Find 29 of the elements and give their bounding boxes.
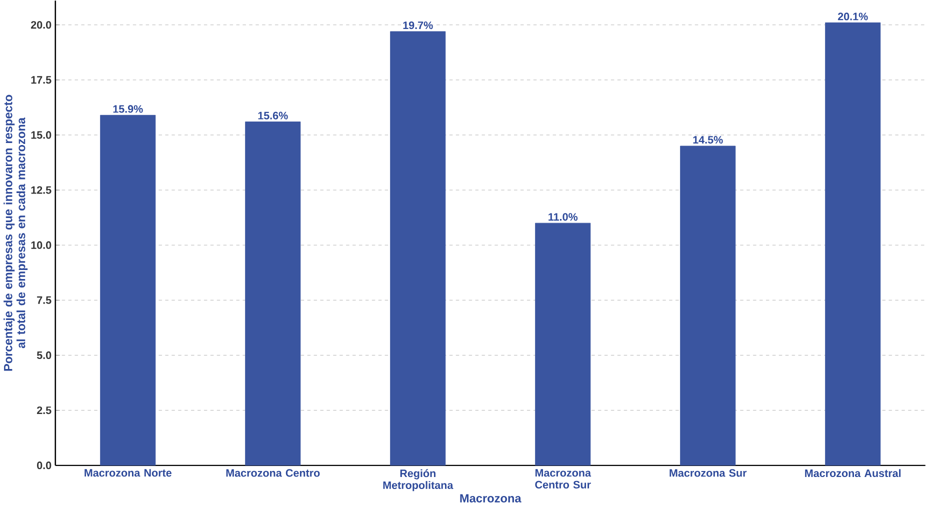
data-label: 14.5% (693, 136, 723, 144)
data-label: 20.1% (838, 12, 868, 20)
x-tick-label: Macrozona Centro (226, 469, 320, 477)
x-tick-label: Macrozona Sur (670, 469, 747, 477)
y-tick-label: 7.5 (37, 296, 52, 304)
data-label: 15.9% (113, 105, 143, 113)
y-tick-label: 12.5 (31, 186, 52, 194)
y-tick-label: 17.5 (31, 76, 52, 84)
bar (535, 222, 591, 466)
y-axis-title: Porcentaje de empresas que innovaron respecto al total de empresas en cada macrozona (4, 94, 28, 371)
y-tick-label: 15.0 (31, 131, 52, 139)
x-tick-label: Macrozona Centro Sur (535, 469, 592, 488)
y-tick-label: 0.0 (37, 462, 52, 470)
x-tick-label: Región Metropolitana (383, 469, 454, 492)
x-axis-title: Macrozona (460, 494, 522, 502)
x-tick-label: Macrozona Austral (805, 469, 901, 478)
bar (825, 22, 881, 466)
y-tick-label: 10.0 (31, 241, 52, 249)
data-label: 19.7% (403, 21, 433, 30)
bar (245, 122, 301, 466)
y-tick-label: 5.0 (36, 351, 52, 360)
bar (100, 114, 156, 466)
bar (390, 31, 446, 466)
bar (680, 146, 736, 466)
x-tick-label: Macrozona Norte (84, 469, 172, 477)
data-label: 15.6% (258, 112, 288, 120)
data-label: 11.0% (548, 213, 578, 221)
y-tick-label: 20.0 (30, 21, 52, 29)
y-tick-label: 2.5 (36, 406, 52, 414)
